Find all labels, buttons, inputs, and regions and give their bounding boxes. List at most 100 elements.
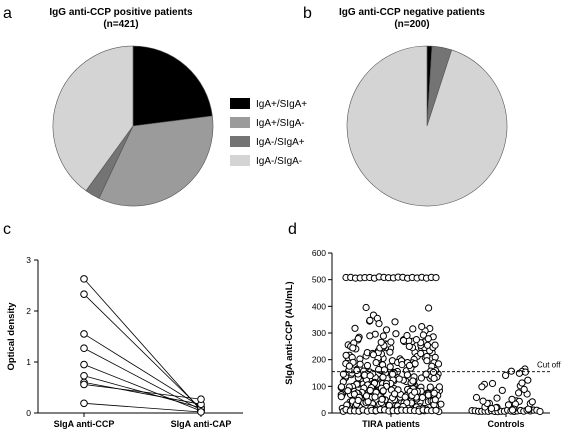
d-point	[488, 379, 497, 388]
c-point-anti-ccp-0	[80, 275, 88, 283]
d-point	[375, 320, 383, 328]
d-y-tick-label: 300	[312, 328, 326, 338]
c-point-anti-ccp-3	[80, 344, 88, 353]
d-point	[498, 386, 506, 394]
d-point	[378, 395, 386, 403]
d-point	[507, 367, 515, 375]
panel-letter-b: b	[303, 5, 312, 22]
d-point	[366, 316, 374, 324]
scatter-chart-d: 0 100 200 300 400 500 600 SIgA anti-CCP (AU/mL)…	[284, 248, 561, 429]
d-point	[419, 331, 427, 339]
d-point	[371, 393, 379, 401]
d-point	[387, 338, 395, 346]
d-point	[434, 360, 443, 368]
d-point	[379, 332, 387, 340]
pie-chart-a	[52, 45, 214, 207]
d-point	[502, 371, 510, 379]
c-x-category-label: SIgA anti-CAP	[171, 419, 232, 429]
d-point	[426, 383, 434, 391]
d-x-category-label: TIRA patients	[362, 419, 420, 429]
c-y-tick-label: 2	[26, 306, 31, 316]
d-point	[536, 407, 544, 416]
d-point	[362, 303, 370, 312]
d-point	[417, 374, 425, 382]
c-point-anti-ccp-4	[80, 360, 88, 369]
d-point	[435, 383, 443, 391]
d-y-tick-label: 100	[312, 381, 326, 391]
d-point	[430, 389, 438, 397]
pie-b-slice-3	[346, 45, 508, 207]
d-point	[356, 360, 364, 368]
d-point	[386, 363, 394, 371]
d-point	[344, 387, 352, 395]
d-point	[405, 361, 414, 370]
legend-swatch-2	[230, 136, 250, 147]
legend-label-3: IgA-/SIgA-	[256, 156, 302, 167]
d-point	[337, 393, 345, 401]
c-pair-line-2	[83, 333, 202, 408]
d-point	[372, 359, 380, 367]
c-pair-line-6	[83, 382, 202, 405]
legend-swatch-0	[230, 98, 250, 109]
c-point-anti-cap-7	[197, 395, 205, 404]
d-point	[432, 274, 440, 282]
d-point	[366, 332, 374, 340]
d-point	[363, 361, 372, 370]
d-point	[478, 383, 486, 391]
pie-b-title-line2: (n=200)	[394, 19, 429, 30]
pie-a-slice-3	[52, 45, 134, 192]
d-point	[432, 406, 440, 414]
d-point	[508, 406, 517, 414]
d-point	[399, 336, 408, 345]
c-pair-line-3	[83, 347, 202, 411]
c-pair-line-7	[83, 384, 202, 400]
d-point	[422, 370, 430, 378]
d-point	[403, 371, 411, 379]
d-point	[401, 393, 409, 401]
d-point	[337, 383, 346, 391]
d-point	[425, 304, 433, 312]
legend-label-2: IgA-/SIgA+	[256, 137, 305, 148]
c-x-category-label: SIgA anti-CCP	[54, 419, 115, 429]
d-point	[353, 366, 361, 374]
c-point-anti-ccp-1	[80, 290, 88, 298]
d-x-category-label: Controls	[488, 419, 525, 429]
legend-swatch-1	[230, 117, 250, 128]
d-point	[379, 373, 387, 381]
d-point	[504, 401, 513, 409]
c-pair-line-4	[83, 364, 202, 412]
legend-swatch-3	[230, 155, 250, 166]
d-point	[411, 388, 419, 396]
c-y-tick-label: 3	[26, 255, 31, 265]
d-point	[405, 342, 413, 350]
d-point	[417, 349, 425, 358]
d-point	[369, 351, 377, 359]
d-point	[354, 335, 362, 343]
d-point	[345, 362, 353, 370]
d-point	[431, 396, 439, 404]
d-point	[518, 379, 526, 387]
d-point	[520, 385, 528, 393]
c-y-tick-label: 1	[26, 357, 31, 367]
d-point	[354, 396, 362, 404]
d-point	[386, 348, 394, 356]
d-point	[391, 318, 399, 326]
d-point	[430, 374, 438, 382]
d-point	[418, 393, 427, 402]
d-point	[409, 377, 417, 385]
d-point	[377, 338, 385, 346]
d-y-tick-label: 600	[312, 248, 326, 258]
d-point	[366, 386, 374, 394]
c-y-axis-label: Optical density	[6, 302, 17, 371]
d-point	[418, 323, 426, 331]
c-pair-line-0	[83, 278, 202, 411]
d-y-axis-label: SIgA anti-CCP (AU/mL)	[284, 281, 295, 384]
d-point	[424, 335, 432, 343]
c-point-anti-ccp-7	[80, 380, 88, 389]
d-cutoff-label: Cut off	[537, 361, 561, 370]
d-point	[339, 370, 347, 378]
d-point	[382, 326, 391, 334]
d-y-tick-label: 500	[312, 275, 326, 285]
legend-label-1: IgA+/SIgA-	[256, 118, 305, 129]
